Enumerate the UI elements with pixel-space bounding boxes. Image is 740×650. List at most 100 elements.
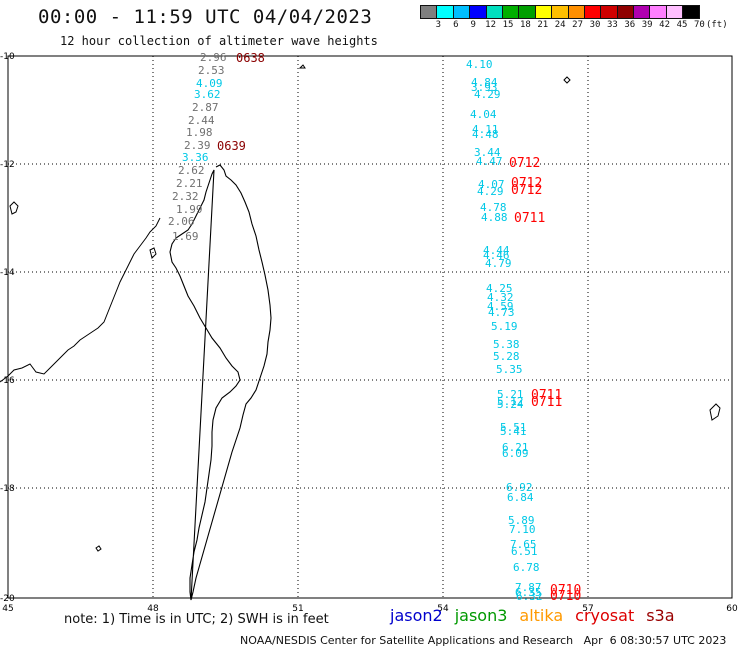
lon-tick-label: 45 (2, 604, 13, 614)
map-subtitle: 12 hour collection of altimeter wave hei… (60, 34, 378, 48)
small-islet (298, 64, 306, 69)
wave-height-value: 6.84 (507, 491, 534, 504)
pass-time-label: 0711 (531, 395, 562, 410)
pass-time-label: 0711 (531, 388, 562, 403)
wave-height-value: 2.32 (172, 190, 199, 203)
wave-height-value: 4.48 (472, 128, 499, 141)
wave-height-value: 5.51 (500, 421, 527, 434)
wave-height-value: 4.59 (487, 300, 514, 313)
satellite-legend: jason2 jason3 altika cryosat s3a (390, 606, 687, 625)
wave-height-value: 5.35 (496, 363, 523, 376)
color-scale-label: 12 (485, 20, 497, 30)
color-scale-label: 27 (572, 20, 584, 30)
color-scale-labels: 3 6 9 12 15 18 21 24 27 30 33 36 39 42 45 70 (ft) (420, 20, 740, 34)
satellite-legend-item: altika (519, 606, 564, 625)
color-swatch (682, 5, 700, 19)
comoros-island (9, 201, 19, 215)
wave-height-value: 6.21 (502, 441, 529, 454)
wave-height-value: 7.10 (509, 523, 536, 536)
wave-height-value: 6.78 (513, 561, 540, 574)
lon-tick-label: 60 (726, 604, 738, 614)
pass-time-label: 0638 (236, 51, 265, 65)
lon-tick-label: 51 (292, 604, 303, 614)
wave-height-value: 4.04 (470, 108, 497, 121)
wave-height-value: 3.44 (474, 146, 501, 159)
wave-height-value: 4.07 (478, 178, 505, 191)
color-scale-label: 6 (453, 20, 459, 30)
wave-height-value: 4.79 (485, 257, 512, 270)
wave-height-value: 5.19 (491, 320, 518, 333)
agalega-island (563, 76, 571, 84)
color-scale-bar (420, 5, 700, 19)
madagascar-coastline (0, 64, 721, 601)
wave-height-value: 4.73 (488, 306, 515, 319)
wave-height-value: 4.29 (474, 88, 501, 101)
mozambique-islet (95, 545, 102, 552)
pass-time-label: 0711 (514, 211, 545, 226)
color-scale-label: 24 (554, 20, 566, 30)
madagascar-outline (169, 164, 272, 601)
lat-tick-label: -10 (0, 52, 15, 62)
wave-height-value: 3.93 (471, 81, 498, 94)
wave-height-value: 5.28 (493, 350, 520, 363)
wave-height-value: 4.88 (481, 211, 508, 224)
pass-time-label: 0639 (217, 139, 246, 153)
wave-height-value: 6.51 (511, 545, 538, 558)
mayotte-island (149, 247, 157, 259)
wave-height-value: 2.21 (176, 177, 203, 190)
lon-tick-label: 54 (437, 604, 449, 614)
wave-height-value: 4.78 (480, 201, 507, 214)
lon-tick-label: 48 (147, 604, 159, 614)
map-title: 00:00 - 11:59 UTC 04/04/2023 (38, 6, 373, 28)
wave-height-value: 1.98 (186, 126, 213, 139)
lat-tick-label: -16 (0, 376, 15, 386)
wave-height-value: 4.46 (483, 249, 510, 262)
satellite-legend-item: jason2 (390, 606, 443, 625)
wave-height-value: 4.25 (486, 282, 513, 295)
map-border (7, 55, 733, 599)
wave-height-value: 7.87 (515, 581, 542, 594)
color-scale-label: 70 (693, 20, 705, 30)
lat-tick-label: -14 (0, 268, 15, 278)
wave-height-value: 4.29 (477, 185, 504, 198)
color-scale-label: 36 (624, 20, 636, 30)
color-scale-label: 30 (589, 20, 601, 30)
wave-height-value: 5.89 (508, 514, 535, 527)
satellite-legend-item: s3a (646, 606, 675, 625)
wave-height-value: 5.24 (497, 398, 524, 411)
color-scale-label: 33 (606, 20, 618, 30)
lat-tick-label: -18 (0, 484, 15, 494)
lat-lon-grid (8, 56, 732, 598)
color-scale-label: 15 (502, 20, 514, 30)
pass-time-label: 0712 (511, 183, 542, 198)
lon-tick-label: 57 (582, 604, 593, 614)
wave-height-value: 3.62 (194, 88, 221, 101)
wave-height-value: 5.41 (500, 425, 527, 438)
wave-height-value: 2.44 (188, 114, 215, 127)
wave-height-value: 4.44 (483, 244, 510, 257)
wave-height-value: 6.35 (515, 586, 542, 599)
wave-height-value: 6.92 (506, 481, 533, 494)
wave-height-value: 7.65 (510, 538, 537, 551)
color-scale-label: 18 (519, 20, 531, 30)
wave-height-value: 4.10 (466, 58, 493, 71)
wave-height-value: 2.53 (198, 64, 225, 77)
wave-height-value: 3.36 (182, 151, 209, 164)
reunion-island (709, 403, 721, 421)
pass-time-label: 0712 (511, 176, 542, 191)
color-scale-label: 3 (435, 20, 442, 30)
axis-tick-labels: 45 48 51 54 57 60 -10 -12 -14 -16 -18 -20 (0, 52, 738, 614)
wave-height-value: 4.47 (476, 155, 503, 168)
wave-height-value: 2.96 (200, 51, 227, 64)
wave-height-value: 2.06 (168, 215, 195, 228)
wave-height-value: 5.21 (497, 388, 524, 401)
altimeter-tracks: 2.962.534.093.622.872.441.982.393.362.62… (168, 51, 581, 604)
footer-credit: NOAA/NESDIS Center for Satellite Applica… (240, 634, 727, 647)
mainland-africa-coast (0, 217, 161, 383)
wave-height-value: 4.84 (471, 76, 498, 89)
color-scale-label: 39 (641, 20, 653, 30)
wave-height-value: 4.32 (487, 291, 514, 304)
satellite-legend-item: jason3 (454, 606, 508, 625)
wave-height-value: 6.32 (516, 590, 543, 603)
lat-tick-label: -20 (0, 594, 15, 604)
